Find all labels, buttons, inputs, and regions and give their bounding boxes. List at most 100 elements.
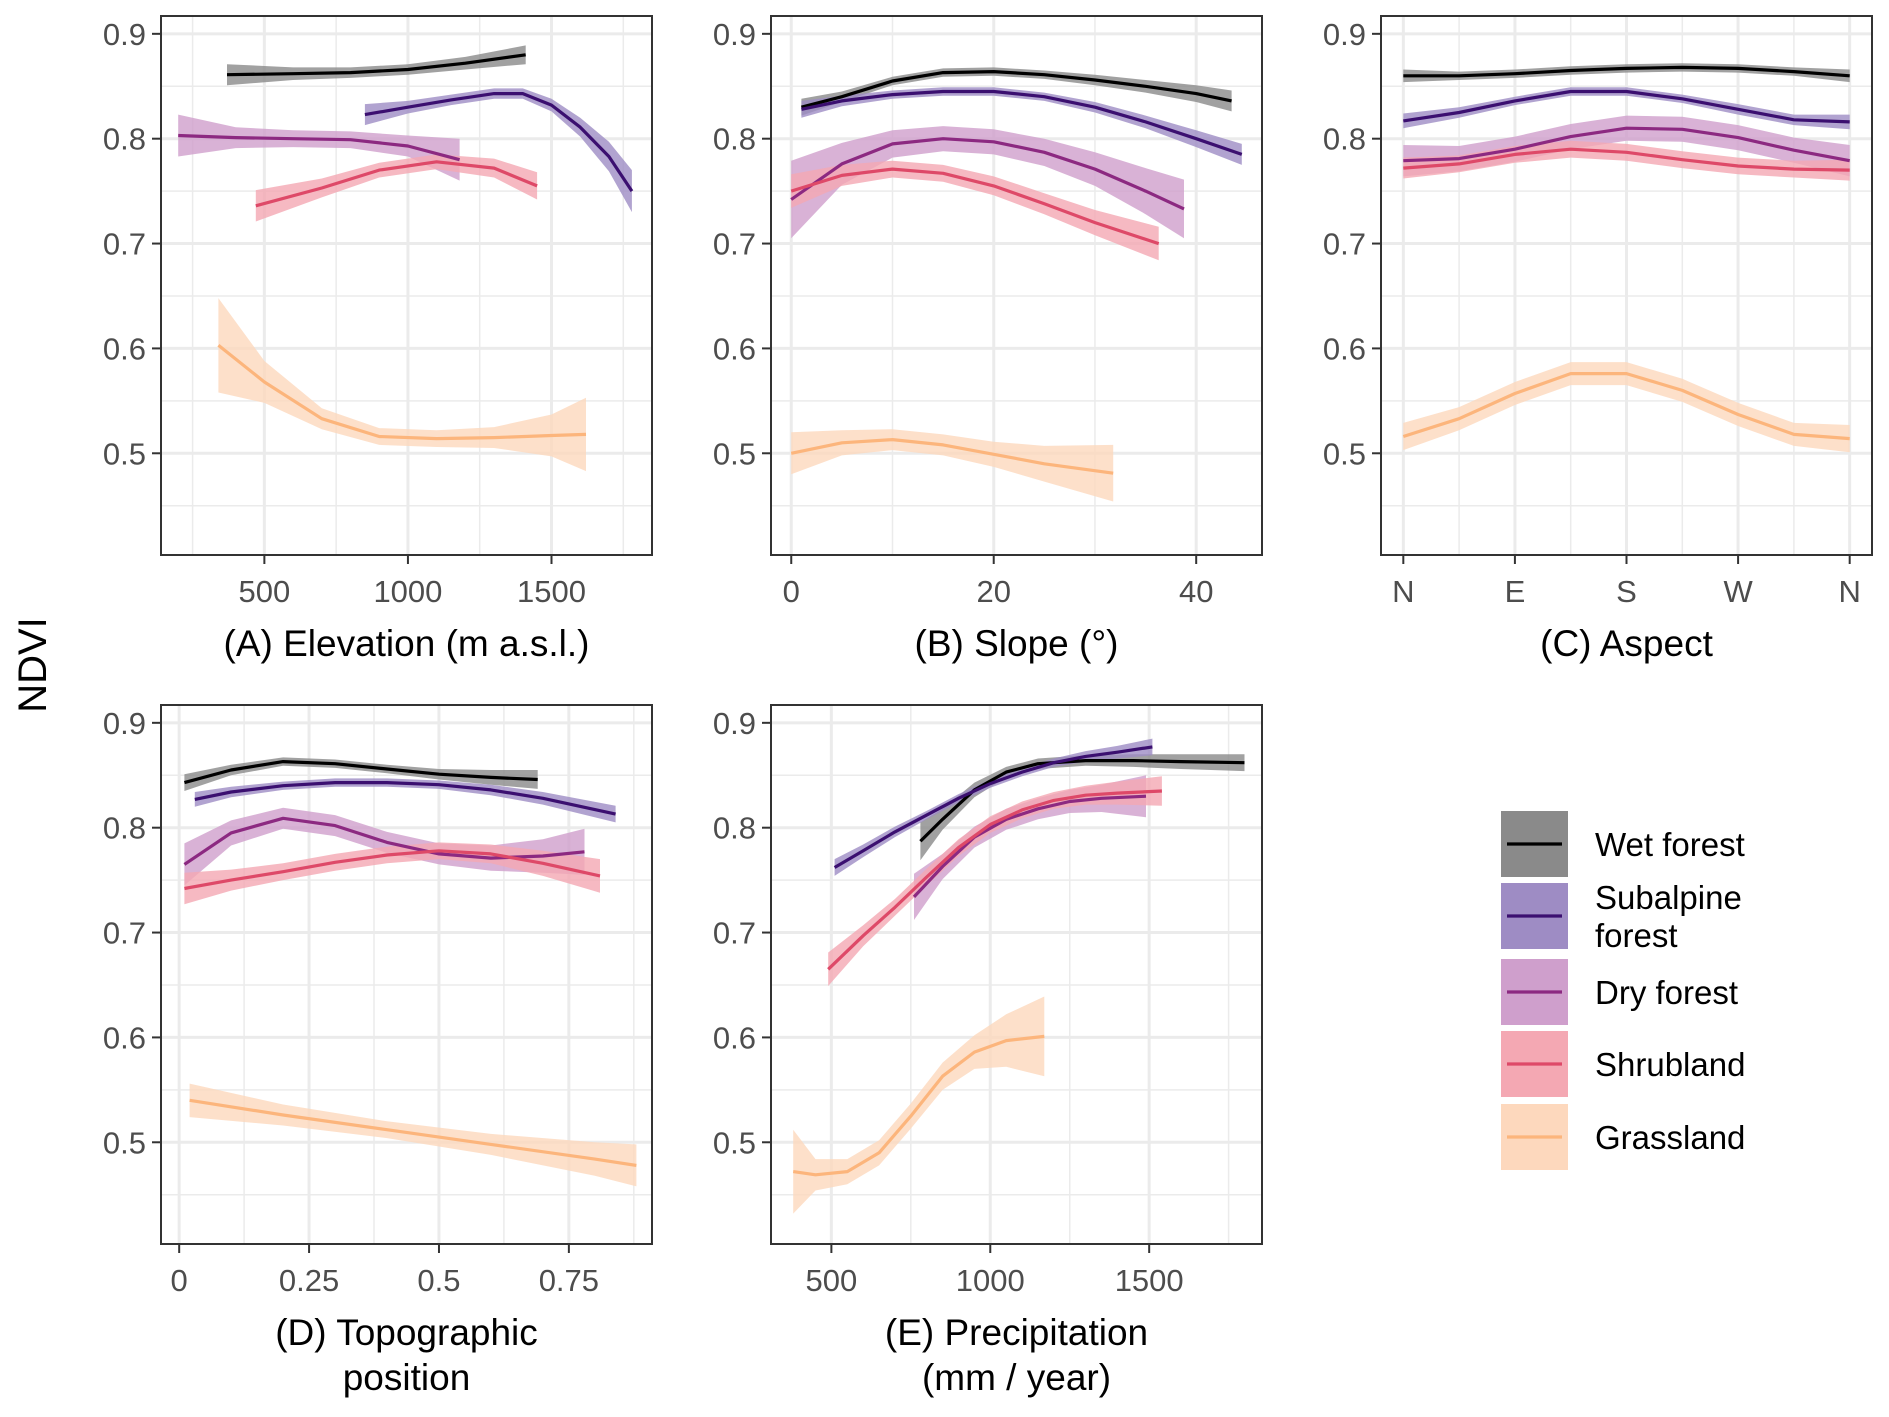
line-sub [1403, 89, 1850, 124]
x-axis-title: (A) Elevation (m a.s.l.) [224, 623, 590, 664]
panel-border [160, 704, 653, 1245]
x-axis-title: (E) Precipitation [885, 1312, 1148, 1353]
x-tick-label: 40 [1179, 574, 1213, 609]
axes: 0.5 0.6 0.7 0.8 0.9 0 20 40 [713, 17, 1214, 609]
x-axis-title: (mm / year) [922, 1357, 1111, 1398]
panel-border [770, 15, 1263, 556]
x-tick-label: 0.25 [279, 1263, 339, 1298]
legend-item-wet: Wet forest [1501, 811, 1745, 877]
ribbon-gra [1403, 362, 1850, 453]
x-tick-label: 1000 [373, 574, 442, 609]
panel-border [770, 704, 1263, 1245]
y-tick-label: 0.7 [1323, 227, 1366, 262]
x-axis-title: (C) Aspect [1540, 623, 1713, 664]
line-wet [226, 53, 526, 77]
panel-c: 0.5 0.6 0.7 0.8 0.9 N E S W N (C) Aspect [1323, 15, 1873, 664]
series-layer [183, 757, 637, 1187]
y-tick-label: 0.9 [103, 17, 146, 52]
series-layer [178, 45, 634, 472]
y-tick-label: 0.7 [103, 227, 146, 262]
y-tick-label: 0.5 [1323, 436, 1366, 471]
y-tick-label: 0.6 [1323, 331, 1366, 366]
y-tick-label: 0.5 [713, 1125, 756, 1160]
legend-item-shr: Shrubland [1501, 1031, 1745, 1097]
panel-a: 0.5 0.6 0.7 0.8 0.9 500 1000 1500 (A) Elevation … [103, 15, 653, 664]
line-dry [1403, 126, 1850, 163]
y-tick-label: 0.6 [713, 331, 756, 366]
ribbon-sub [194, 778, 616, 823]
y-tick-label: 0.6 [713, 1020, 756, 1055]
legend-label: Shrubland [1595, 1046, 1745, 1083]
ribbon-wet [227, 45, 526, 86]
legend-label: Subalpine [1595, 879, 1742, 916]
ribbon-gra [791, 429, 1114, 502]
line-gra [189, 1098, 637, 1167]
line-shr [1403, 147, 1850, 172]
y-tick-label: 0.8 [713, 811, 756, 846]
series-layer [792, 738, 1245, 1214]
line-shr [827, 789, 1162, 971]
axes: 0.5 0.6 0.7 0.8 0.9 N E S W N [1323, 17, 1861, 609]
ribbon-sub [364, 88, 632, 213]
line-gra [790, 438, 1114, 475]
line-shr [184, 849, 601, 891]
line-gra [1402, 372, 1850, 441]
series-layer [1402, 63, 1850, 453]
y-tick-label: 0.9 [103, 706, 146, 741]
legend-item-dry: Dry forest [1501, 959, 1738, 1025]
x-tick-label: 1500 [517, 574, 586, 609]
line-dry [183, 816, 585, 866]
line-gra [217, 344, 587, 441]
y-tick-label: 0.5 [103, 436, 146, 471]
axes: 0.5 0.6 0.7 0.8 0.9 0 0.25 0.5 0.75 [103, 706, 599, 1298]
minor-gridlines [771, 705, 1262, 1244]
y-tick-label: 0.5 [713, 436, 756, 471]
y-tick-label: 0.8 [103, 811, 146, 846]
legend-label: Dry forest [1595, 974, 1738, 1011]
x-tick-label: 1500 [1115, 1263, 1184, 1298]
x-tick-label: 0.75 [539, 1263, 599, 1298]
line-dry [912, 794, 1147, 898]
line-gra [792, 1034, 1045, 1177]
y-tick-label: 0.9 [713, 17, 756, 52]
y-tick-label: 0.7 [713, 916, 756, 951]
axes: 0.5 0.6 0.7 0.8 0.9 500 1000 1500 [103, 17, 586, 609]
legend-label: Grassland [1595, 1119, 1745, 1156]
x-tick-label: E [1505, 574, 1526, 609]
panel-b: 0.5 0.6 0.7 0.8 0.9 0 20 40 (B) Slope (°) [713, 15, 1263, 664]
y-tick-label: 0.6 [103, 331, 146, 366]
line-sub [194, 780, 616, 816]
line-wet [1403, 65, 1850, 78]
legend-label: Wet forest [1595, 826, 1745, 863]
y-tick-label: 0.5 [103, 1125, 146, 1160]
ribbon-wet [184, 757, 538, 791]
axes: 0.5 0.6 0.7 0.8 0.9 500 1000 1500 [713, 706, 1184, 1298]
ribbon-dry [791, 126, 1184, 239]
x-tick-label: 0.5 [417, 1263, 460, 1298]
y-tick-label: 0.7 [103, 916, 146, 951]
x-axis-title: (B) Slope (°) [915, 623, 1119, 664]
x-tick-label: 500 [806, 1263, 858, 1298]
panels: 0.5 0.6 0.7 0.8 0.9 500 1000 1500 (A) Elevation … [103, 15, 1873, 1398]
line-sub [364, 91, 634, 192]
line-sub [833, 745, 1153, 869]
ribbon-dry [178, 114, 460, 181]
legend-label: forest [1595, 917, 1678, 954]
legend-item-gra: Grassland [1501, 1104, 1745, 1170]
y-tick-label: 0.6 [103, 1020, 146, 1055]
ribbon-shr [255, 154, 538, 222]
line-wet [183, 759, 538, 785]
x-tick-label: N [1392, 574, 1414, 609]
x-axis-title: position [343, 1357, 471, 1398]
panel-border [160, 15, 653, 556]
line-wet [800, 69, 1232, 109]
y-tick-label: 0.8 [103, 122, 146, 157]
ribbon-sub [1403, 87, 1850, 130]
y-tick-label: 0.9 [713, 706, 756, 741]
x-tick-label: W [1723, 574, 1753, 609]
series-layer [790, 67, 1243, 502]
y-tick-label: 0.8 [713, 122, 756, 157]
